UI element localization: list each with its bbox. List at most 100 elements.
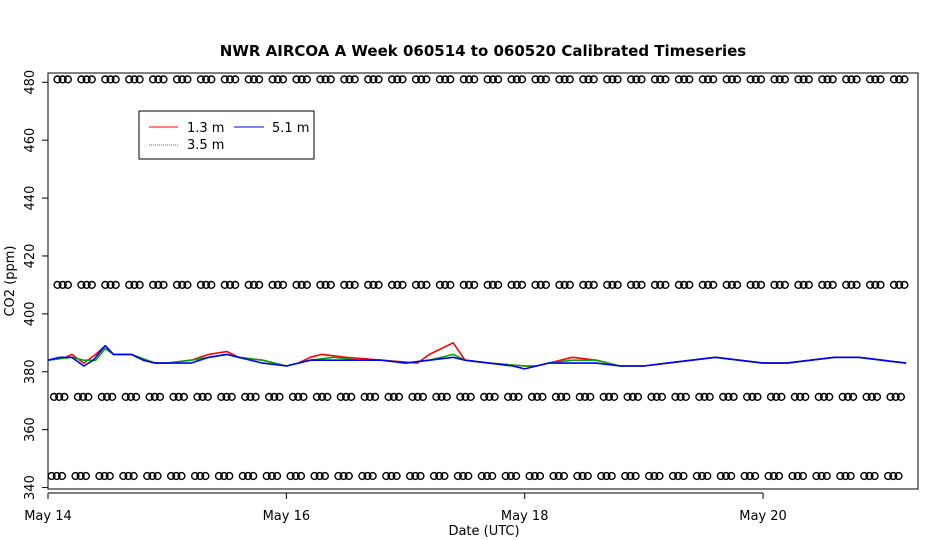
calibration-point [823,280,832,290]
y-tick-label: 420 [23,244,38,269]
calibration-point [764,471,773,481]
calibration-point [130,75,139,84]
calibration-point [345,280,354,290]
calibration-point [249,471,258,481]
calibration-point [190,471,200,481]
y-tick-label: 440 [23,186,38,211]
calibration-point [740,471,749,481]
x-axis: May 14 May 16 May 18 May 20 [24,492,787,524]
calibration-point [344,471,353,481]
calibration-point [153,471,162,481]
calibration-point [848,392,858,402]
calibration-point [321,75,330,84]
calibration-point [836,471,845,481]
calibration-point [178,280,187,290]
calibration-point [698,75,707,84]
calibration-point [790,392,800,402]
calibration-point [613,75,622,84]
calibration-point [514,392,523,402]
calibration-point [692,471,702,481]
calibration-point [818,280,827,290]
calibration-point [225,280,235,290]
calibration-point [394,392,404,402]
calibration-point [579,280,588,290]
calibration-point [742,392,752,402]
calibration-point [435,471,444,481]
calibration-point [530,471,539,481]
calibration-point [867,392,876,402]
calibration-point [822,471,831,481]
calibration-point [145,392,154,402]
calibration-point [603,280,612,290]
calibration-point [895,75,904,84]
calibration-point [865,471,874,481]
calibration-point [398,75,407,84]
calibration-point [745,471,755,481]
calibration-point [437,392,446,402]
calibration-point [604,392,614,402]
calibration-point [580,392,590,402]
calibration-point [541,280,551,290]
calibration-point [267,471,277,481]
calibration-point [408,392,417,402]
calibration-point [538,392,547,402]
calibration-point [292,75,301,84]
calibration-point [249,75,259,84]
calibration-point [106,75,115,84]
calibration-point [302,280,312,290]
calibration-point [697,471,707,481]
y-axis: 340 360 380 400 420 440 460 480 [23,70,48,500]
calibration-point [900,280,909,290]
calibration-point [262,471,271,481]
calibration-point [871,280,880,290]
legend-box [138,110,315,160]
calibration-point [60,392,69,402]
calibration-point [87,75,96,84]
calibration-point [766,392,776,402]
calibration-point [411,471,420,481]
calibration-point [889,471,898,481]
calibration-point [772,392,781,402]
calibration-point [632,280,641,290]
calibration-point [637,75,646,84]
calibration-point [847,280,856,290]
calibration-point [480,392,489,402]
calibration-point [525,471,534,481]
calibration-point [777,392,786,402]
calibration-point [748,392,757,402]
calibration-point [504,392,513,402]
calibration-point [159,280,168,290]
calibration-point [470,280,479,290]
calibration-point [52,471,61,481]
calibration-point [369,75,378,84]
calibration-point [440,471,449,481]
calibration-point [53,75,62,84]
calibration-point [459,75,468,84]
calibration-point [559,471,569,481]
calibration-point [82,75,91,84]
calibration-point [698,280,707,290]
calibration-point [286,471,295,481]
calibration-point [336,392,345,402]
calibration-point [71,471,80,481]
calibration-point [316,75,325,84]
calibration-point [196,471,205,481]
calibration-point [533,392,542,402]
calibration-point [220,280,229,290]
calibration-point [278,75,288,84]
calibration-point [422,75,431,84]
calibration-point [823,75,832,84]
calibration-point [441,75,450,84]
calibration-point [154,75,163,84]
calibration-point [644,471,654,481]
calibration-point [389,392,398,402]
chart-title: NWR AIRCOA A Week 060514 to 060520 Calib… [220,42,747,60]
calibration-point [551,392,561,402]
calibration-point [374,75,383,84]
calibration-point [417,280,426,290]
calibration-point [774,471,784,481]
calibration-point [143,471,152,481]
legend-label-1: 1.3 m [187,121,224,136]
calibration-point [865,280,875,290]
